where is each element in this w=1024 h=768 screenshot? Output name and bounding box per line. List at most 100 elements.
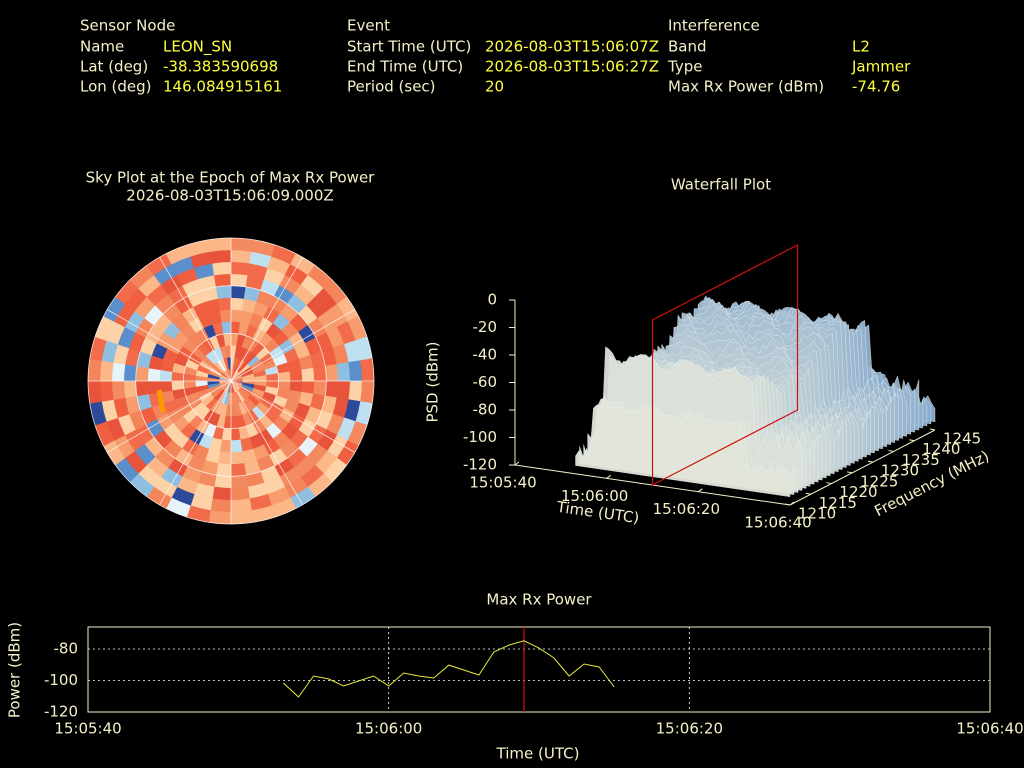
sky-cell — [230, 451, 245, 465]
power-line — [283, 640, 615, 698]
sky-subtitle: 2026-08-03T15:06:09.000Z — [126, 187, 333, 205]
sky-cell — [230, 273, 249, 288]
sky-cell — [212, 486, 232, 501]
sky-cell — [215, 463, 232, 477]
field-label: Period (sec) — [347, 78, 436, 96]
x-tick-label: 15:05:40 — [469, 474, 536, 492]
sky-cell — [208, 237, 232, 252]
x-tick-label: 15:05:40 — [54, 720, 121, 738]
y-tick — [888, 449, 894, 452]
field-label: Start Time (UTC) — [347, 38, 471, 56]
sky-cell — [230, 474, 249, 489]
x-tick — [789, 501, 795, 506]
field-label: Lon (deg) — [80, 78, 152, 96]
x-tick-label: 15:06:00 — [355, 720, 422, 738]
sky-cell — [230, 510, 254, 525]
section-title: Interference — [668, 17, 760, 35]
sky-spoke — [159, 380, 232, 506]
sky-cell — [213, 474, 232, 489]
section-title: Sensor Node — [80, 17, 175, 35]
sky-spoke — [230, 256, 303, 382]
field-label: Max Rx Power (dBm) — [668, 78, 824, 96]
sky-cell — [230, 249, 252, 264]
sky-cell — [219, 309, 232, 323]
sky-cell — [212, 261, 232, 276]
sky-spoke — [230, 380, 303, 506]
sky-cell — [221, 321, 232, 335]
y-axis — [789, 429, 936, 506]
x-tick — [606, 474, 611, 479]
sky-cell — [210, 249, 232, 264]
sky-cell — [147, 367, 161, 382]
y-tick — [805, 492, 811, 495]
header: Sensor Node Name LEON_SN Lat (deg) -38.38359… — [80, 17, 911, 96]
sky-cell — [360, 358, 375, 382]
y-tick-label: 1220 — [839, 483, 877, 501]
sky-cell — [324, 380, 339, 399]
sky-cell — [230, 237, 254, 252]
sky-cell — [111, 362, 126, 382]
field-value: 20 — [485, 78, 504, 96]
z-tick-label: -120 — [463, 456, 497, 474]
sky-spoke — [230, 380, 356, 453]
y-tick-label: 1210 — [798, 505, 836, 523]
sky-spoke — [106, 309, 232, 382]
section-title: Event — [347, 17, 390, 35]
y-tick-label: -120 — [44, 703, 78, 721]
sky-cell — [123, 363, 138, 382]
y-tick-label: 1215 — [819, 494, 857, 512]
sky-cell — [230, 297, 245, 311]
sky-cell — [111, 380, 126, 400]
field-value: -74.76 — [852, 78, 900, 96]
x-axis-label: Time (UTC) — [496, 745, 580, 763]
y-tick — [784, 503, 791, 506]
sky-cell — [336, 380, 351, 400]
y-tick-label: 1235 — [902, 451, 940, 469]
sky-cell — [301, 380, 315, 395]
z-tick-label: -100 — [463, 428, 497, 446]
sky-cell — [230, 427, 241, 441]
sky-cell — [135, 380, 149, 397]
y-tick-label: 1240 — [922, 440, 960, 458]
field-label: Lat (deg) — [80, 58, 148, 76]
chart-title: Waterfall Plot — [671, 176, 771, 194]
field-label: Name — [80, 38, 124, 56]
epoch-plane — [651, 244, 799, 486]
sky-cell — [87, 380, 102, 404]
field-value: 2026-08-03T15:06:07Z — [485, 38, 659, 56]
y-tick — [847, 471, 853, 474]
field-value: 2026-08-03T15:06:27Z — [485, 58, 659, 76]
sky-cell — [230, 498, 252, 513]
z-tick-label: -20 — [473, 318, 498, 336]
sky-cell — [313, 365, 327, 382]
plot-frame — [87, 626, 991, 713]
sky-plot — [87, 237, 375, 525]
x-tick-label: 15:06:40 — [744, 514, 811, 532]
sky-cell — [348, 360, 363, 382]
sky-cell — [230, 285, 247, 299]
sky-cell — [171, 380, 185, 391]
x-tick-label: 15:06:20 — [653, 500, 720, 518]
y-tick-label: 1230 — [881, 462, 919, 480]
sky-cell — [123, 380, 138, 399]
x-tick-label: 15:06:00 — [561, 487, 628, 505]
power-chart: Max Rx Power Time (UTC) Power (dBm) -120 -10… — [6, 591, 1024, 763]
sky-cell — [277, 371, 291, 382]
x-tick — [698, 488, 703, 493]
sky-cell — [213, 273, 232, 288]
waterfall-plot: Waterfall Plot 0 -20 -40 -60 -80 -100 -120 PSD (… — [424, 176, 993, 532]
y-tick — [826, 482, 832, 485]
sky-cell — [99, 360, 114, 382]
sky-cell — [289, 369, 303, 382]
sky-cell — [87, 358, 102, 382]
z-tick-label: -60 — [473, 373, 498, 391]
sky-cell — [230, 439, 243, 453]
y-tick — [929, 428, 936, 431]
y-tick-label: -100 — [44, 671, 78, 689]
y-axis-label: Power (dBm) — [6, 622, 24, 718]
field-label: Type — [667, 58, 702, 76]
z-axis-label: PSD (dBm) — [424, 341, 442, 422]
sky-cell — [360, 380, 375, 404]
